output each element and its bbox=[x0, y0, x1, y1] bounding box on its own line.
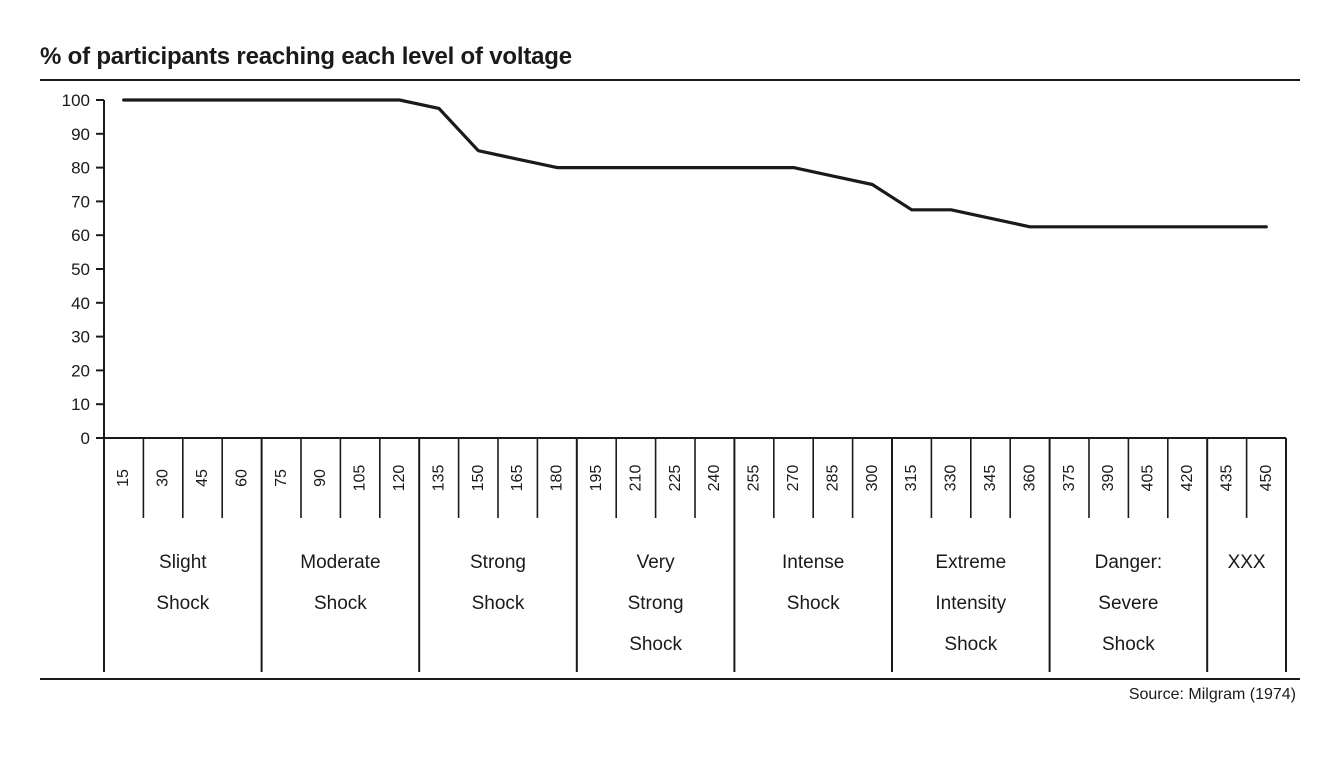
x-tick-label: 360 bbox=[1021, 465, 1038, 492]
band-label: Shock bbox=[472, 593, 525, 614]
x-tick-label: 30 bbox=[155, 469, 172, 487]
chart-title: % of participants reaching each level of… bbox=[40, 43, 572, 70]
y-tick-label: 10 bbox=[71, 395, 90, 414]
y-tick-label: 60 bbox=[71, 226, 90, 245]
band-label: Shock bbox=[787, 593, 840, 614]
x-tick-label: 375 bbox=[1061, 465, 1078, 492]
band-label: Shock bbox=[1102, 634, 1155, 655]
y-tick-label: 50 bbox=[71, 260, 90, 279]
y-tick-label: 100 bbox=[62, 91, 90, 110]
x-tick-label: 165 bbox=[509, 465, 526, 492]
x-tick-label: 90 bbox=[312, 469, 329, 487]
x-tick-label: 330 bbox=[943, 465, 960, 492]
band-label: Shock bbox=[314, 593, 367, 614]
series-line bbox=[122, 98, 1268, 229]
x-tick-label: 345 bbox=[982, 465, 999, 492]
x-tick-label: 195 bbox=[588, 465, 605, 492]
band-label: Shock bbox=[944, 634, 997, 655]
x-tick-label: 180 bbox=[549, 465, 566, 492]
x-tick-label: 405 bbox=[1140, 465, 1157, 492]
x-tick-label: 300 bbox=[864, 465, 881, 492]
band-label: Intense bbox=[782, 552, 844, 573]
x-tick-label: 225 bbox=[667, 465, 684, 492]
band-label: Danger: bbox=[1095, 552, 1163, 573]
x-tick-label: 60 bbox=[233, 469, 250, 487]
source-note: Source: Milgram (1974) bbox=[1128, 686, 1296, 703]
x-tick-label: 45 bbox=[194, 469, 211, 487]
y-tick-label: 90 bbox=[71, 125, 90, 144]
y-tick-label: 0 bbox=[81, 429, 90, 448]
x-tick-label: 420 bbox=[1179, 465, 1196, 492]
x-tick-label: 75 bbox=[273, 469, 290, 487]
band-label: Very bbox=[637, 552, 676, 573]
y-tick-label: 20 bbox=[71, 361, 90, 380]
y-tick-label: 40 bbox=[71, 294, 90, 313]
band-label: Strong bbox=[470, 552, 526, 573]
x-tick-label: 270 bbox=[785, 465, 802, 492]
x-tick-label: 210 bbox=[627, 465, 644, 492]
x-tick-label: 150 bbox=[470, 465, 487, 492]
x-tick-label: 120 bbox=[391, 465, 408, 492]
y-tick-label: 80 bbox=[71, 159, 90, 178]
x-tick-label: 105 bbox=[352, 465, 369, 492]
x-tick-label: 135 bbox=[430, 465, 447, 492]
y-axis: 0 10 20 30 40 50 60 70 80 90 100 bbox=[62, 91, 105, 448]
band-label: Severe bbox=[1098, 593, 1158, 614]
x-tick-label: 15 bbox=[115, 469, 132, 487]
x-tick-label: 285 bbox=[824, 465, 841, 492]
band-label: Shock bbox=[629, 634, 682, 655]
x-tick-label: 435 bbox=[1218, 465, 1235, 492]
x-tick-label: 255 bbox=[746, 465, 763, 492]
x-axis: 15 30 45 60 75 90 105 120 135 150 165 180 195 210 225 2… bbox=[104, 437, 1286, 518]
band-label: Moderate bbox=[300, 552, 380, 573]
band-label: Strong bbox=[628, 593, 684, 614]
band-label: Shock bbox=[156, 593, 209, 614]
x-tick-label: 450 bbox=[1258, 465, 1275, 492]
y-tick-label: 30 bbox=[71, 328, 90, 347]
x-tick-label: 390 bbox=[1100, 465, 1117, 492]
band-label: Intensity bbox=[935, 593, 1006, 614]
shock-bands: Slight Shock Moderate Shock Strong Shock Very S… bbox=[103, 438, 1287, 672]
y-tick-label: 70 bbox=[71, 192, 90, 211]
band-label: Slight bbox=[159, 552, 207, 573]
band-label: Extreme bbox=[935, 552, 1006, 573]
x-tick-label: 315 bbox=[903, 465, 920, 492]
band-label: XXX bbox=[1228, 552, 1266, 573]
series-group bbox=[122, 98, 1268, 229]
x-tick-label: 240 bbox=[706, 465, 723, 492]
